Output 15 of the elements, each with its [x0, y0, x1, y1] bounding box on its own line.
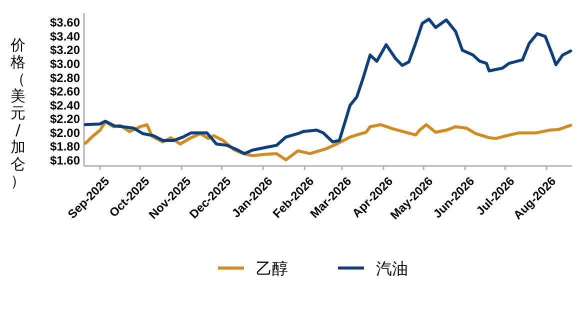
y-tick-label: $2.00 [50, 126, 80, 140]
y-tick-label: $2.60 [50, 84, 80, 99]
legend-label: 乙醇 [256, 259, 288, 278]
y-tick-label: $3.40 [50, 29, 80, 44]
y-tick-label: $2.20 [50, 112, 80, 126]
y-tick-label: $2.80 [50, 70, 80, 85]
y-tick-label: $3.20 [50, 43, 80, 58]
y-tick-label: $2.40 [50, 98, 80, 112]
line-series [84, 18, 572, 156]
legend-label: 汽油 [376, 259, 408, 278]
y-tick-label: $1.80 [50, 140, 80, 154]
y-tick-label: $3.60 [50, 16, 80, 30]
y-tick-label: $3.00 [50, 57, 80, 71]
y-tick-label: $1.60 [50, 153, 80, 168]
text: 价格（美元/加仑） [10, 36, 26, 190]
